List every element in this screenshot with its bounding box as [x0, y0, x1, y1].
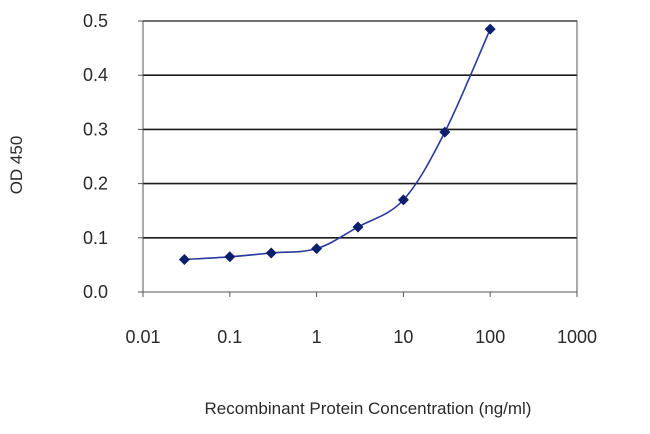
data-point-marker: [178, 253, 190, 265]
x-tick-label: 0.01: [125, 327, 160, 347]
data-point-marker: [224, 251, 236, 263]
x-axis-label: Recombinant Protein Concentration (ng/ml…: [205, 399, 532, 418]
y-tick-label: 0.4: [83, 65, 108, 85]
y-tick-label: 0.1: [83, 228, 108, 248]
y-tick-label: 0.3: [83, 119, 108, 139]
y-tick-label: 0.5: [83, 11, 108, 31]
data-point-marker: [311, 243, 323, 255]
data-point-marker: [352, 221, 364, 233]
y-axis-label: OD 450: [7, 136, 26, 195]
x-tick-label: 10: [393, 327, 413, 347]
y-tick-label: 0.0: [83, 282, 108, 302]
series-line: [184, 28, 491, 261]
plot-frame: [142, 20, 578, 293]
data-point-marker: [265, 247, 277, 259]
data-point-marker: [484, 23, 496, 35]
y-tick-label: 0.2: [83, 174, 108, 194]
series-layer: [178, 23, 496, 265]
x-tick-label: 100: [475, 327, 505, 347]
gridlines: [143, 20, 577, 239]
x-tick-label: 1000: [557, 327, 597, 347]
data-point-marker: [439, 126, 451, 138]
x-tick-label: 1: [312, 327, 322, 347]
x-axis-ticks: 0.01 0.1 1 10 100 1000: [125, 292, 597, 347]
y-axis-ticks: 0.0 0.1 0.2 0.3 0.4 0.5: [83, 11, 143, 302]
x-tick-label: 0.1: [217, 327, 242, 347]
data-point-marker: [397, 194, 409, 206]
